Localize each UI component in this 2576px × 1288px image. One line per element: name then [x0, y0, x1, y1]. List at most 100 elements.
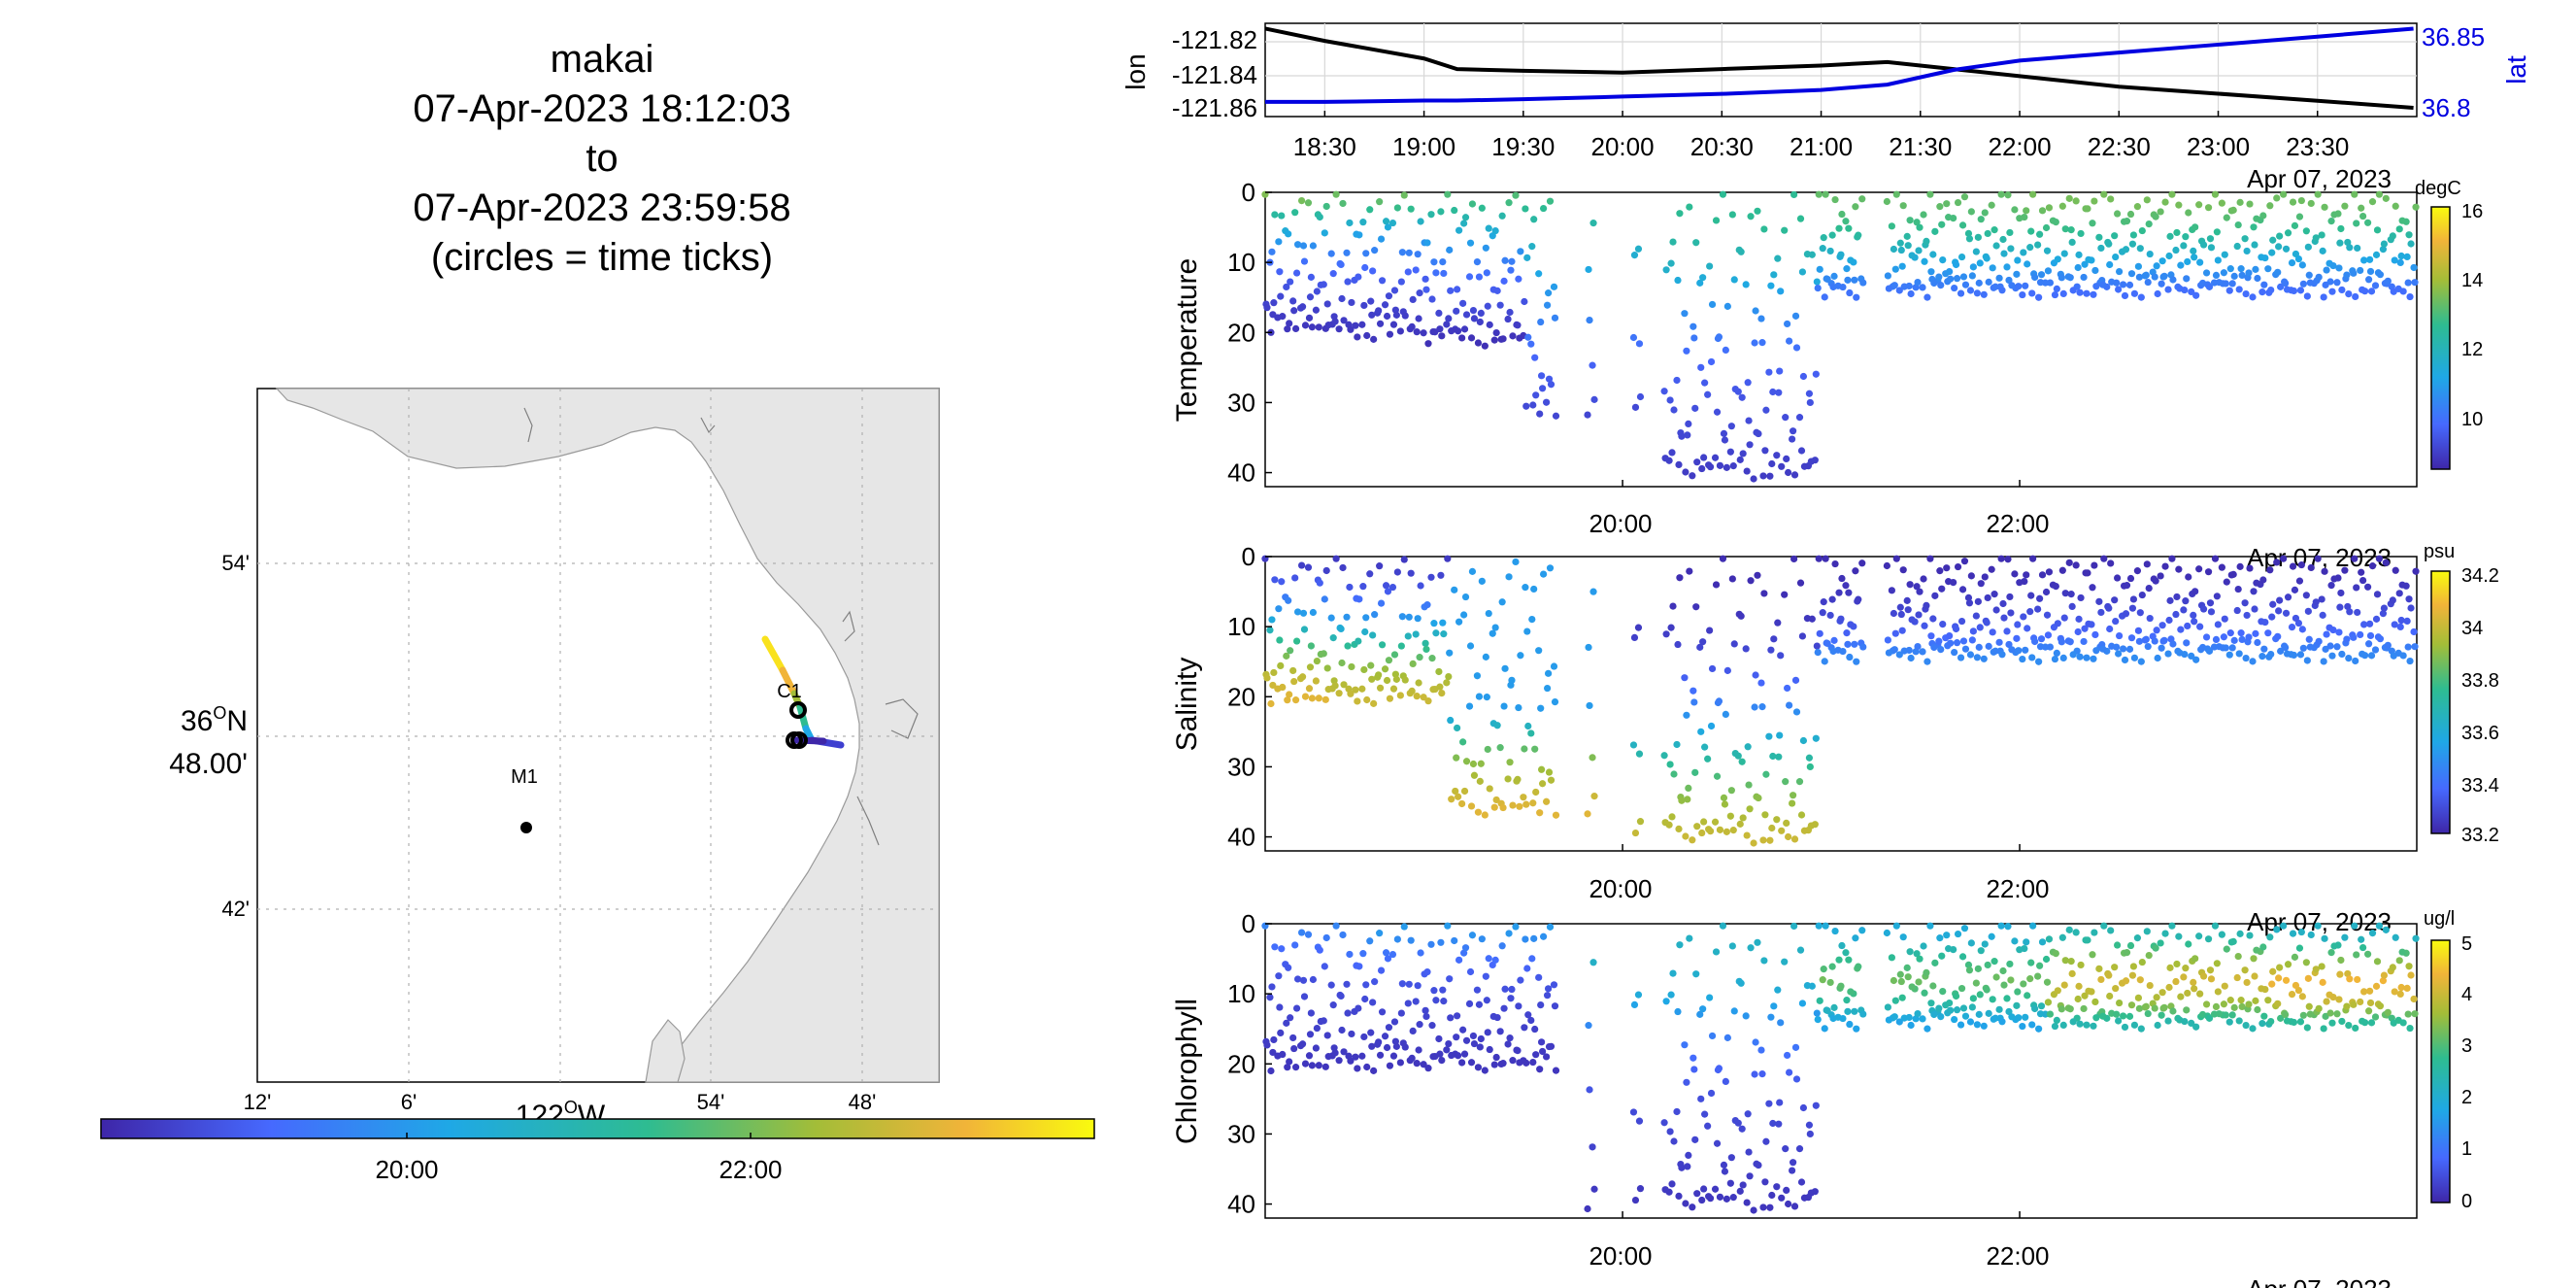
- chlorophyll-data-point: [1914, 1009, 1922, 1018]
- chlorophyll-data-point: [1532, 1051, 1540, 1059]
- temperature-data-point: [2051, 290, 2059, 299]
- chlorophyll-data-point: [2375, 922, 2384, 930]
- temperature-data-point: [1766, 472, 1774, 480]
- temperature-data-point: [2392, 202, 2399, 210]
- salinity-data-point: [1661, 819, 1669, 827]
- chlorophyll-data-point: [1995, 1005, 2003, 1013]
- salinity-data-point: [2112, 617, 2120, 626]
- salinity-data-point: [1977, 580, 1985, 588]
- chlorophyll-data-point: [1422, 1006, 1429, 1014]
- chlorophyll-data-point: [1752, 1038, 1759, 1046]
- salinity-data-point: [1277, 661, 1285, 669]
- chlorophyll-data-point: [1407, 936, 1415, 944]
- chlorophyll-data-point: [2114, 1017, 2123, 1025]
- temperature-depth-tick-label: 20: [1227, 318, 1255, 347]
- salinity-data-point: [1378, 641, 1387, 649]
- temperature-data-point: [2035, 293, 2043, 301]
- temperature-data-point: [1392, 311, 1400, 319]
- chlorophyll-data-point: [2399, 1019, 2407, 1027]
- salinity-data-point: [1759, 836, 1767, 844]
- temperature-data-point: [2246, 200, 2254, 208]
- temperature-data-point: [2004, 191, 2012, 199]
- temperature-data-point: [2396, 258, 2404, 267]
- temperature-data-point: [2060, 250, 2068, 257]
- chlorophyll-data-point: [2346, 975, 2354, 983]
- temperature-data-point: [2336, 239, 2344, 247]
- temperature-data-point: [2143, 196, 2151, 204]
- temperature-data-point: [1822, 190, 1829, 198]
- salinity-data-point: [2020, 613, 2027, 621]
- chlorophyll-data-point: [1720, 1161, 1728, 1169]
- salinity-data-point: [1686, 567, 1693, 575]
- salinity-data-point: [2230, 636, 2238, 644]
- chlorophyll-data-point: [1439, 986, 1447, 994]
- salinity-data-point: [2350, 633, 2358, 641]
- temperature-data-point: [1676, 210, 1684, 218]
- chlorophyll-data-point: [1277, 1029, 1285, 1036]
- salinity-data-point: [1760, 590, 1768, 597]
- chlorophyll-data-point: [2134, 994, 2143, 1001]
- chlorophyll-data-point: [1339, 931, 1347, 939]
- temperature-data-point: [1522, 205, 1529, 213]
- chlorophyll-data-point: [1723, 1195, 1730, 1203]
- chlorophyll-data-point: [1698, 1196, 1706, 1204]
- salinity-data-point: [2019, 655, 2026, 663]
- salinity-data-point: [2123, 582, 2131, 590]
- temperature-data-point: [2357, 266, 2364, 275]
- chlorophyll-data-point: [1478, 935, 1486, 943]
- temperature-data-point: [2213, 228, 2221, 236]
- salinity-data-point: [2407, 604, 2415, 612]
- salinity-data-point: [1498, 598, 1506, 606]
- salinity-data-point: [1830, 636, 1838, 644]
- chlorophyll-data-point: [2236, 930, 2244, 937]
- salinity-data-point: [1505, 573, 1513, 581]
- salinity-data-point: [1989, 628, 1996, 636]
- temperature-panel: Temperature degC 16 14 12 10 010203040Ap…: [1171, 178, 2483, 572]
- salinity-data-point: [2158, 622, 2166, 629]
- temperature-data-point: [1844, 276, 1852, 284]
- chlorophyll-data-point: [1759, 1203, 1767, 1211]
- temperature-data-point: [2221, 251, 2228, 258]
- chlorophyll-data-point: [1473, 986, 1482, 994]
- salinity-data-point: [1662, 630, 1670, 638]
- chlorophyll-data-point: [2151, 1004, 2158, 1012]
- chlorophyll-data-point: [2358, 935, 2365, 943]
- chlorophyll-data-point: [2175, 932, 2183, 940]
- temperature-data-point: [1324, 322, 1332, 329]
- temperature-data-point: [1920, 211, 1927, 219]
- chlorophyll-data-point: [1376, 1051, 1385, 1059]
- temperature-data-point: [2185, 209, 2192, 217]
- salinity-data-point: [2353, 584, 2360, 592]
- salinity-data-point: [2172, 610, 2180, 619]
- salinity-data-point: [1516, 802, 1523, 810]
- salinity-data-point: [2035, 658, 2043, 665]
- temperature-data-point: [1904, 242, 1912, 250]
- chlorophyll-data-point: [1762, 1137, 1770, 1145]
- temperature-data-point: [1460, 220, 1468, 227]
- chlorophyll-data-point: [2268, 980, 2276, 988]
- chlorophyll-data-point: [2212, 1002, 2221, 1011]
- salinity-data-point: [1408, 687, 1416, 695]
- salinity-data-point: [2153, 627, 2160, 634]
- temperature-data-point: [1335, 325, 1343, 333]
- nav-time-tick-label: 20:30: [1690, 132, 1754, 161]
- temperature-data-point: [2133, 203, 2142, 211]
- salinity-data-point: [2292, 614, 2300, 623]
- chlorophyll-data-point: [1493, 1013, 1501, 1022]
- chlorophyll-data-point: [1843, 997, 1851, 1004]
- temperature-data-point: [1952, 260, 1960, 269]
- temperature-data-point: [2136, 245, 2144, 253]
- chlorophyll-data-point: [1454, 1012, 1461, 1020]
- salinity-data-point: [2236, 562, 2244, 570]
- nav-plot-frame: [1264, 22, 2418, 118]
- temperature-data-point: [2083, 289, 2091, 297]
- salinity-data-point: [1797, 811, 1806, 819]
- chlorophyll-data-point: [2366, 999, 2375, 1007]
- chlorophyll-data-point: [2206, 966, 2215, 974]
- nav-lon-tick: -121.84: [1172, 60, 1257, 89]
- temperature-data-point: [1742, 281, 1750, 288]
- temperature-data-point: [1988, 201, 1995, 209]
- temperature-data-point: [2292, 250, 2300, 258]
- chlorophyll-data-point: [2188, 1019, 2195, 1027]
